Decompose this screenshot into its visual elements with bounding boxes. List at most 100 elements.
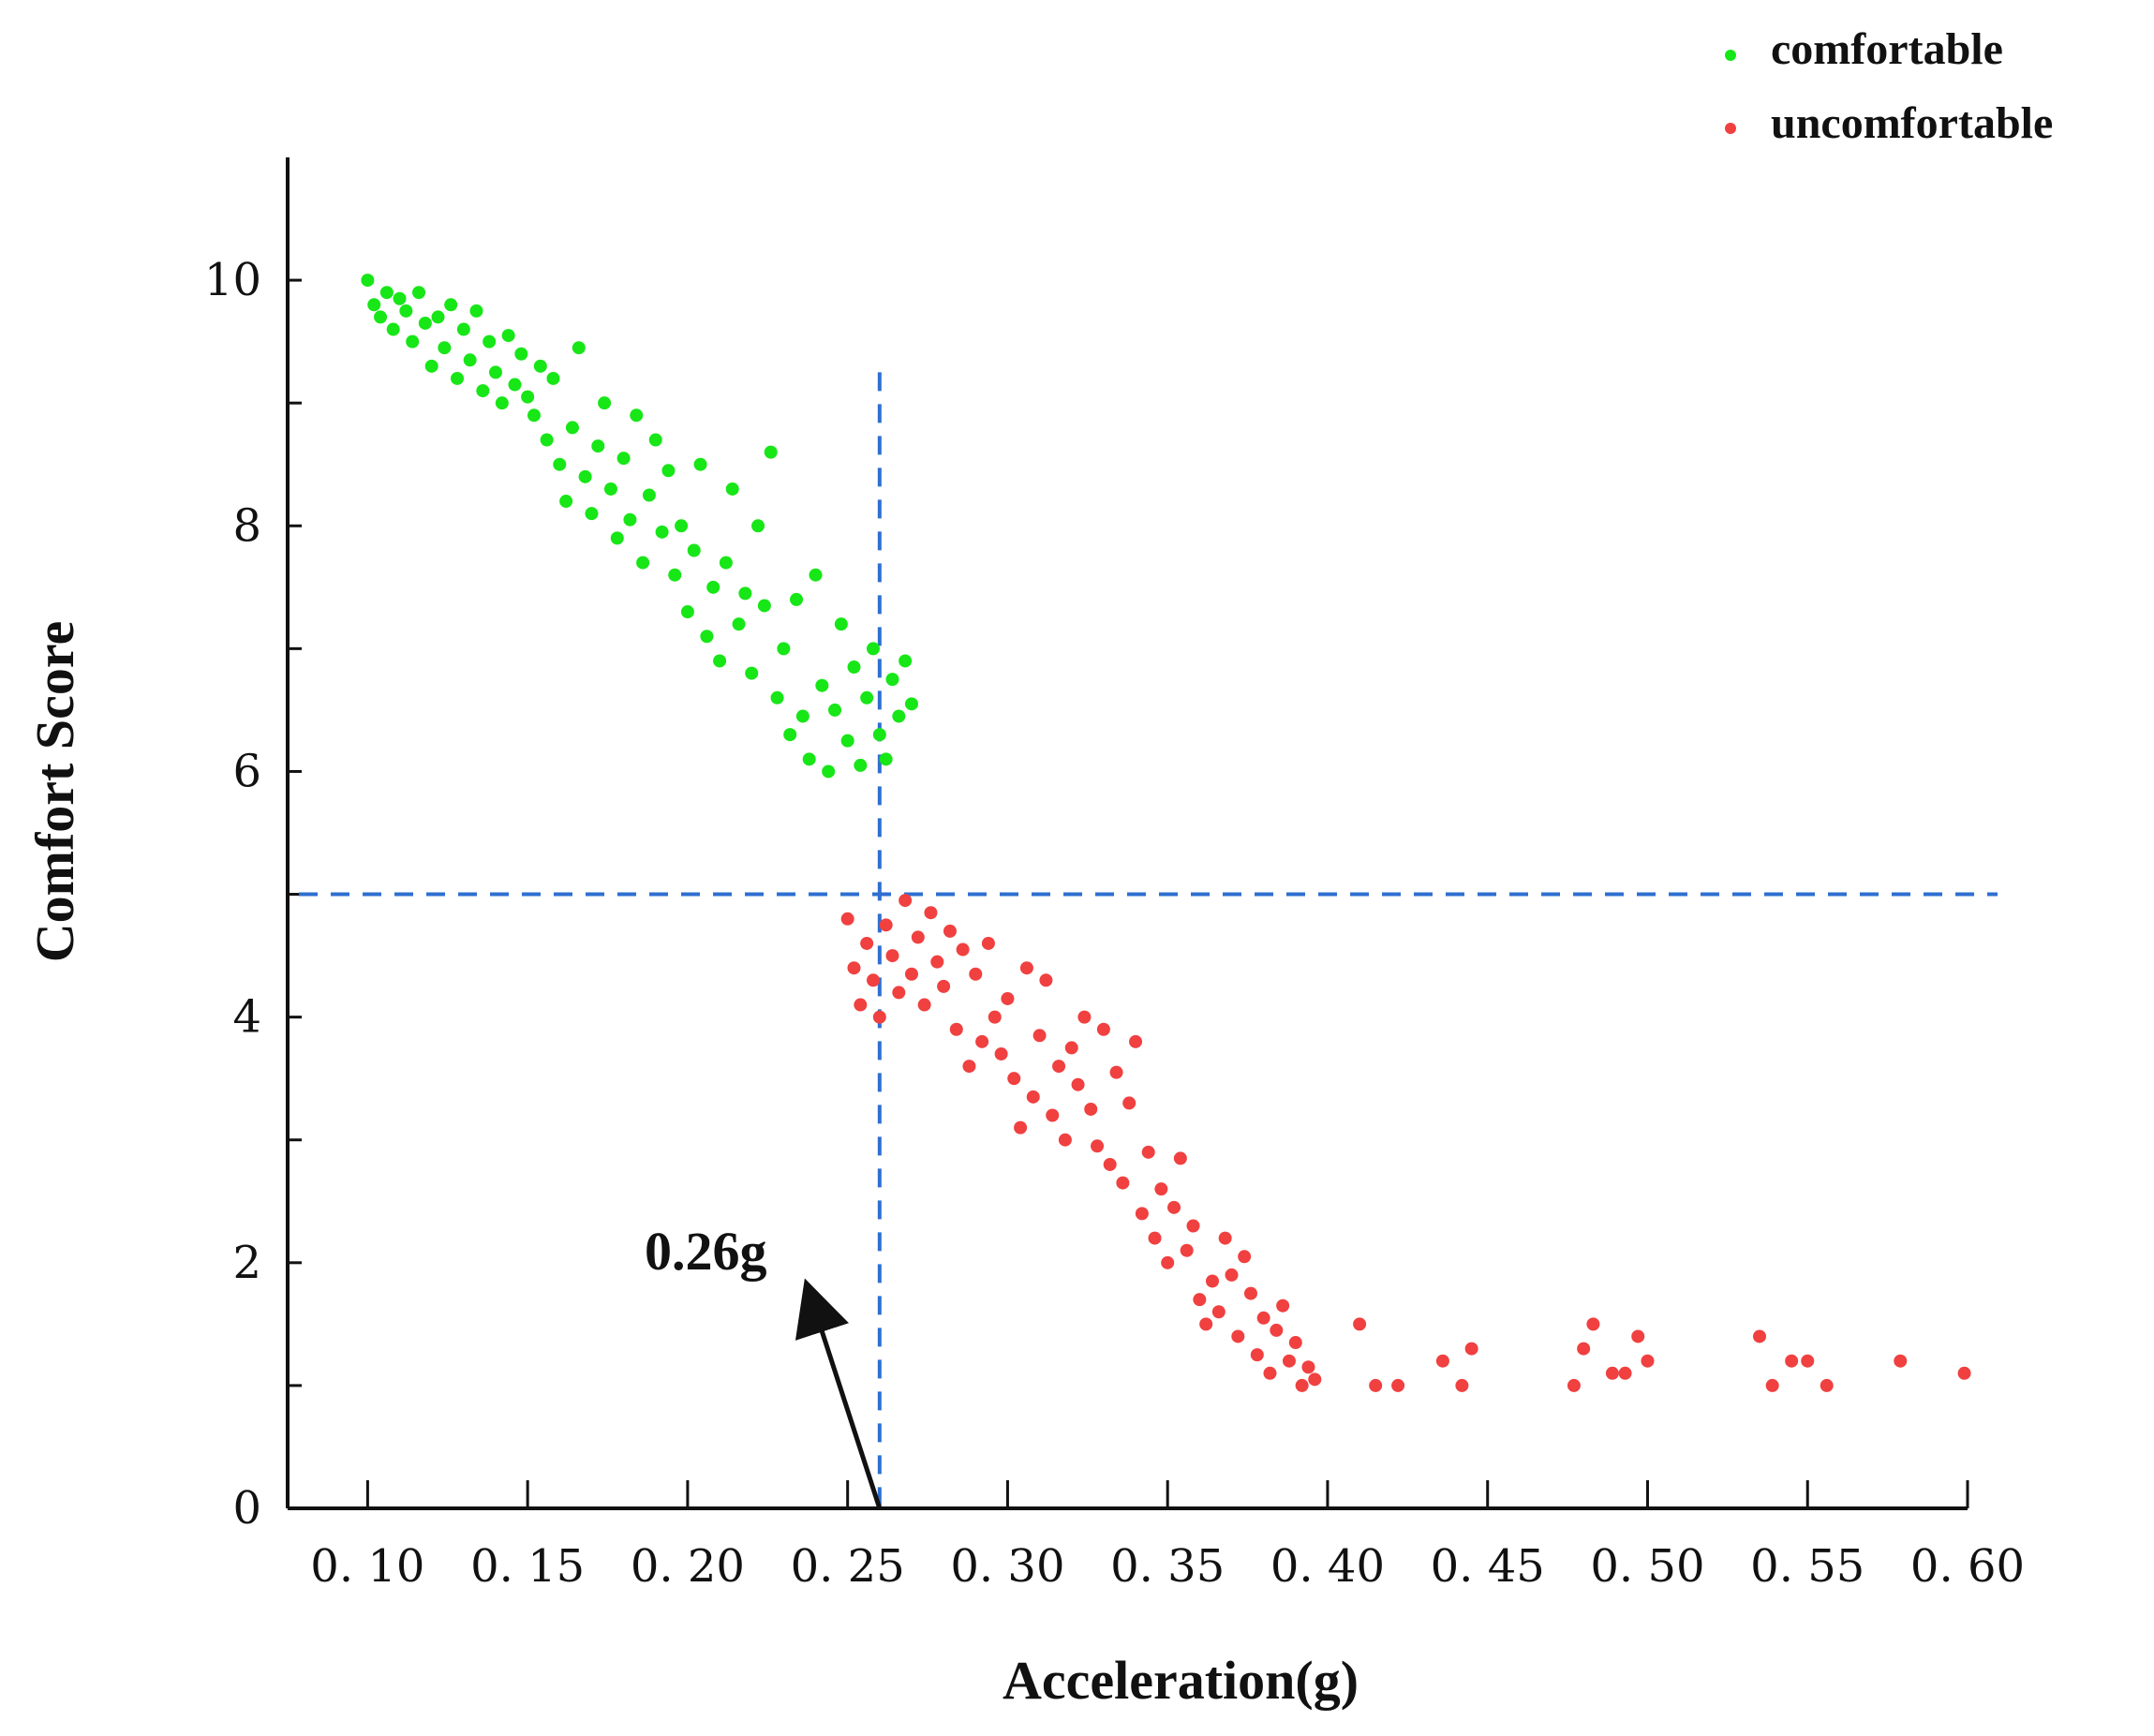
uncomfortable-point bbox=[840, 912, 854, 926]
uncomfortable-point bbox=[1014, 1120, 1028, 1135]
uncomfortable-point bbox=[1282, 1354, 1296, 1368]
comfortable-point bbox=[585, 507, 599, 521]
comfortable-point bbox=[546, 371, 560, 385]
comfortable-point bbox=[399, 304, 413, 318]
uncomfortable-point bbox=[1039, 973, 1053, 987]
comfortable-point bbox=[508, 378, 522, 392]
comfortable-point bbox=[879, 752, 893, 766]
uncomfortable-point bbox=[1058, 1133, 1072, 1147]
uncomfortable-point bbox=[1225, 1268, 1239, 1282]
uncomfortable-point bbox=[1238, 1250, 1252, 1264]
uncomfortable-point bbox=[1250, 1348, 1264, 1362]
uncomfortable-point bbox=[1032, 1029, 1047, 1043]
y-axis-label: Comfort Score bbox=[24, 621, 85, 963]
uncomfortable-point bbox=[847, 961, 861, 975]
comfortable-point bbox=[815, 678, 829, 692]
comfortable-point bbox=[572, 341, 586, 355]
x-axis-tick-label: 0. 35 bbox=[1110, 1540, 1225, 1593]
uncomfortable-point bbox=[1091, 1139, 1105, 1153]
x-axis-tick-label: 0. 50 bbox=[1590, 1540, 1704, 1593]
uncomfortable-point bbox=[1801, 1354, 1815, 1368]
uncomfortable-point bbox=[962, 1060, 976, 1074]
comfortable-point bbox=[495, 396, 509, 410]
uncomfortable-point bbox=[1173, 1151, 1187, 1165]
comfortable-point bbox=[463, 353, 477, 367]
y-axis-tick-label: 2 bbox=[232, 1237, 261, 1289]
comfortable-point bbox=[431, 310, 445, 324]
uncomfortable-point bbox=[1077, 1010, 1092, 1024]
uncomfortable-point bbox=[1071, 1077, 1085, 1091]
uncomfortable-point bbox=[1148, 1231, 1162, 1245]
comfortable-point bbox=[783, 728, 797, 742]
comfortable-point bbox=[840, 734, 854, 748]
x-axis-label: Acceleration(g) bbox=[1003, 1650, 1359, 1711]
comfortable-point bbox=[680, 605, 694, 619]
uncomfortable-point bbox=[994, 1046, 1008, 1061]
uncomfortable-point bbox=[892, 986, 906, 1000]
uncomfortable-point bbox=[1206, 1274, 1220, 1288]
uncomfortable-point bbox=[1243, 1286, 1257, 1300]
uncomfortable-point bbox=[1820, 1378, 1834, 1392]
comfortable-point bbox=[904, 697, 918, 711]
comfortable-point bbox=[809, 568, 823, 582]
comfortable-point bbox=[795, 709, 810, 723]
comfortable-point bbox=[675, 519, 689, 533]
comfortable-point bbox=[469, 304, 483, 318]
comfortable-point bbox=[732, 617, 746, 631]
comfortable-point bbox=[610, 531, 624, 545]
uncomfortable-point bbox=[904, 967, 918, 981]
comfortable-point bbox=[578, 469, 592, 483]
uncomfortable-point bbox=[1167, 1200, 1181, 1214]
comfortable-point bbox=[603, 482, 617, 496]
uncomfortable-point bbox=[1129, 1034, 1143, 1048]
comfortable-point bbox=[745, 666, 759, 680]
x-axis-tick-label: 0. 25 bbox=[791, 1540, 905, 1593]
comfortable-point bbox=[488, 365, 502, 379]
uncomfortable-point bbox=[872, 1010, 886, 1024]
comfortable-point bbox=[616, 452, 631, 466]
comfortable-point bbox=[757, 599, 771, 613]
comfortable-point bbox=[476, 384, 490, 398]
comfortable-point bbox=[899, 654, 913, 668]
comfortable-point bbox=[393, 291, 407, 305]
uncomfortable-point bbox=[1641, 1354, 1655, 1368]
uncomfortable-point bbox=[956, 942, 970, 957]
comfortable-point bbox=[648, 433, 662, 447]
legend-marker-comfortable bbox=[1725, 50, 1736, 61]
uncomfortable-point bbox=[879, 918, 893, 932]
x-axis-tick-label: 0. 30 bbox=[950, 1540, 1064, 1593]
uncomfortable-point bbox=[1001, 991, 1015, 1005]
uncomfortable-point bbox=[988, 1010, 1002, 1024]
uncomfortable-point bbox=[885, 949, 899, 963]
comfortable-point bbox=[514, 347, 528, 361]
comfortable-point bbox=[770, 690, 784, 705]
comfortable-point bbox=[438, 341, 452, 355]
comfortable-point bbox=[501, 329, 515, 343]
comfortable-point bbox=[885, 673, 899, 687]
comfortable-point bbox=[719, 556, 733, 570]
legend-label-uncomfortable: uncomfortable bbox=[1771, 98, 2053, 148]
comfortable-point bbox=[661, 464, 676, 478]
legend-marker-uncomfortable bbox=[1725, 123, 1736, 134]
comfortable-point bbox=[828, 703, 842, 717]
comfortable-point bbox=[527, 408, 541, 423]
uncomfortable-point bbox=[949, 1022, 963, 1036]
plot-layer: 0 2 4 6 8 10 0. 10 0. 15 0. 20 0. 25 0. 30 0. 35 0. … bbox=[204, 157, 2025, 1593]
comfortable-point bbox=[367, 298, 381, 312]
comfortable-point bbox=[559, 495, 573, 509]
uncomfortable-point bbox=[866, 973, 880, 987]
uncomfortable-point bbox=[1026, 1090, 1040, 1104]
uncomfortable-point bbox=[1064, 1041, 1078, 1055]
comfortable-point bbox=[834, 617, 848, 631]
uncomfortable-point bbox=[1288, 1336, 1302, 1350]
uncomfortable-point bbox=[1785, 1354, 1799, 1368]
comfortable-point bbox=[725, 482, 739, 496]
uncomfortable-point bbox=[1577, 1342, 1591, 1356]
comfortable-point bbox=[892, 709, 906, 723]
comfortable-point bbox=[483, 334, 497, 349]
comfortable-point bbox=[866, 642, 880, 656]
uncomfortable-point bbox=[860, 936, 874, 950]
uncomfortable-point bbox=[1109, 1065, 1123, 1079]
uncomfortable-point bbox=[1186, 1219, 1200, 1233]
